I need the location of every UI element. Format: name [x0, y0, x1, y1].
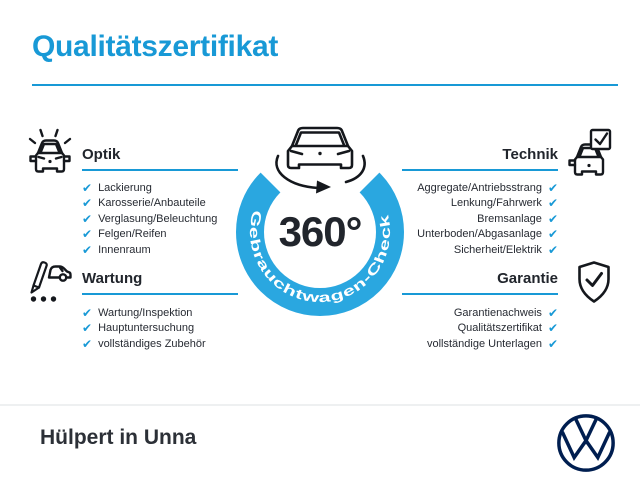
check-icon	[548, 322, 558, 334]
title-divider	[32, 84, 618, 86]
check-list-item-label: Sicherheit/Elektrik	[453, 243, 542, 256]
car-shine-icon	[26, 126, 74, 178]
check-icon	[548, 244, 558, 256]
wartung-checklist: Wartung/Inspektion Hauptuntersuchung vol…	[82, 305, 206, 352]
section-rule-technik	[402, 169, 558, 171]
check-list-item-label: vollständiges Zubehör	[98, 337, 206, 350]
check-icon	[82, 322, 92, 334]
check-list-item: Karosserie/Anbauteile	[82, 196, 217, 212]
check-list-item: Hauptuntersuchung	[82, 321, 206, 337]
360-value: 360°	[279, 208, 362, 255]
check-icon	[82, 213, 92, 225]
section-rule-wartung	[82, 293, 238, 295]
check-list-item: Garantienachweis	[348, 305, 558, 321]
check-list-item-label: Bremsanlage	[477, 212, 542, 225]
check-icon	[548, 213, 558, 225]
check-icon	[548, 307, 558, 319]
check-icon	[82, 307, 92, 319]
check-list-item: Bremsanlage	[348, 211, 558, 227]
garantie-checklist: Garantienachweis Qualitätszertifikat vol…	[348, 305, 558, 352]
check-list-item: Unterboden/Abgasanlage	[348, 227, 558, 243]
section-label-technik: Technik	[502, 146, 558, 163]
section-label-wartung: Wartung	[82, 270, 143, 287]
check-icon	[82, 338, 92, 350]
section-label-garantie: Garantie	[497, 270, 558, 287]
check-list-item-label: Hauptuntersuchung	[98, 322, 195, 335]
check-list-item: Lackierung	[82, 180, 217, 196]
section-rule-garantie	[402, 293, 558, 295]
check-list-item-label: Unterboden/Abgasanlage	[417, 228, 542, 241]
technik-checklist: Aggregate/Antriebsstrang Lenkung/Fahrwer…	[348, 180, 558, 258]
check-list-item-label: Lackierung	[98, 181, 152, 194]
check-list-item-label: Verglasung/Beleuchtung	[98, 212, 218, 225]
check-list-item: Wartung/Inspektion	[82, 305, 206, 321]
section-rule-optik	[82, 169, 238, 171]
check-list-item: Lenkung/Fahrwerk	[348, 196, 558, 212]
check-list-item: Sicherheit/Elektrik	[348, 242, 558, 258]
check-list-item-label: Aggregate/Antriebsstrang	[417, 181, 542, 194]
shield-check-icon	[572, 259, 616, 307]
check-list-item: vollständiges Zubehör	[82, 336, 206, 352]
check-icon	[548, 182, 558, 194]
page-title: Qualitätszertifikat	[32, 30, 279, 63]
check-list-item-label: Garantienachweis	[453, 306, 542, 319]
check-icon	[548, 338, 558, 350]
check-list-item: Qualitätszertifikat	[348, 321, 558, 337]
check-icon	[82, 244, 92, 256]
check-list-item: Innenraum	[82, 242, 217, 258]
check-list-item: Aggregate/Antriebsstrang	[348, 180, 558, 196]
check-list-item: Verglasung/Beleuchtung	[82, 211, 217, 227]
check-icon	[82, 182, 92, 194]
check-icon	[82, 197, 92, 209]
check-icon	[548, 197, 558, 209]
check-list-item-label: Wartung/Inspektion	[98, 306, 193, 319]
check-list-item-label: Felgen/Reifen	[98, 228, 167, 241]
check-list-item-label: Qualitätszertifikat	[457, 322, 542, 335]
360-check-badge: Gebrauchtwagen-Check 360°	[225, 120, 415, 316]
optik-checklist: Lackierung Karosserie/Anbauteile Verglas…	[82, 180, 217, 258]
check-list-item-label: Karosserie/Anbauteile	[98, 197, 206, 210]
check-icon	[548, 228, 558, 240]
check-list-item-label: Lenkung/Fahrwerk	[450, 197, 542, 210]
check-list-item: Felgen/Reifen	[82, 227, 217, 243]
service-record-icon	[24, 256, 72, 304]
dealer-name: Hülpert in Unna	[40, 426, 197, 449]
check-list-item: vollständige Unterlagen	[348, 336, 558, 352]
check-list-item-label: Innenraum	[98, 243, 151, 256]
vw-logo	[557, 414, 615, 472]
section-label-optik: Optik	[82, 146, 121, 163]
car-rotation-icon	[275, 126, 366, 194]
check-list-item-label: vollständige Unterlagen	[426, 337, 542, 350]
car-checkbox-icon	[564, 128, 612, 180]
check-icon	[82, 228, 92, 240]
footer-divider	[0, 404, 640, 406]
